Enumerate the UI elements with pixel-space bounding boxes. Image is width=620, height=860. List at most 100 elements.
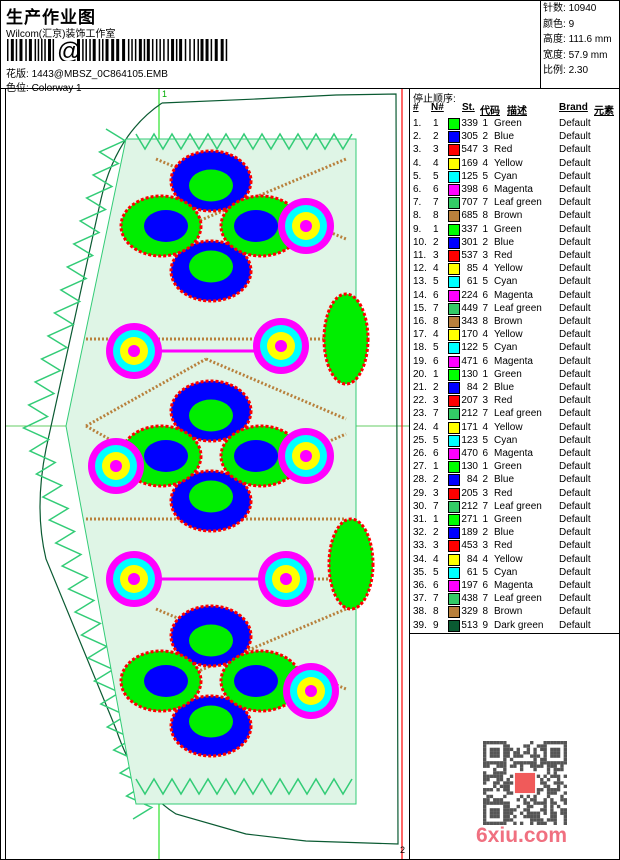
row-description: Green — [494, 368, 522, 380]
qr-module — [550, 761, 554, 765]
qr-module — [496, 814, 500, 819]
qr-module — [526, 761, 531, 765]
row-description: Yellow — [494, 329, 523, 341]
row-needle: 3 — [433, 144, 439, 156]
qr-module — [503, 818, 507, 822]
row-stitches: 130 — [461, 461, 478, 473]
qr-module — [543, 804, 547, 809]
color-swatch — [448, 118, 460, 130]
qr-module — [533, 818, 537, 822]
qr-module — [540, 764, 544, 768]
colorway-label: 色位: — [6, 83, 29, 94]
qr-module — [483, 764, 487, 768]
qr-module — [483, 777, 487, 782]
table-row: 2. 2 305 2 Blue Default — [410, 130, 619, 144]
qr-module — [540, 808, 544, 812]
row-code: 7 — [482, 593, 488, 605]
qr-module — [503, 814, 507, 819]
qr-module — [489, 774, 494, 778]
row-needle: 2 — [433, 236, 439, 248]
row-stitches: 547 — [461, 144, 478, 156]
barcode-bar — [15, 39, 18, 61]
qr-module — [523, 814, 527, 819]
row-code: 6 — [482, 448, 488, 459]
row-brand: Default — [559, 197, 591, 209]
qr-module — [563, 741, 567, 745]
qr-module — [506, 801, 510, 805]
table-row: 7. 7 707 7 Leaf green Default — [410, 196, 619, 210]
row-stitches: 122 — [461, 342, 478, 354]
row-brand: Default — [559, 329, 591, 341]
qr-module — [486, 821, 490, 825]
qr-module — [503, 754, 507, 758]
row-description: Red — [494, 540, 513, 552]
color-swatch — [448, 395, 460, 408]
qr-module — [533, 764, 537, 768]
qr-module — [483, 741, 487, 745]
row-index: 5. — [413, 170, 422, 182]
half-clover-motif — [327, 517, 375, 611]
table-row: 28. 2 84 2 Blue Default — [410, 473, 619, 487]
qr-module — [533, 767, 537, 772]
qr-module — [563, 761, 567, 765]
qr-module — [533, 761, 537, 765]
row-stitches: 212 — [461, 408, 478, 420]
qr-module — [560, 808, 564, 812]
flower-motif — [258, 551, 314, 607]
row-description: Dark green — [494, 619, 544, 631]
row-index: 33. — [413, 540, 427, 552]
barcode-bar — [82, 39, 84, 61]
row-index: 21. — [413, 382, 427, 393]
row-index: 1. — [413, 118, 422, 129]
qr-module — [546, 794, 551, 799]
row-description: Green — [494, 118, 522, 129]
qr-module — [506, 791, 510, 795]
qr-module — [526, 804, 531, 809]
qr-module — [506, 784, 510, 789]
barcode-bar — [175, 39, 178, 61]
qr-module — [509, 774, 514, 778]
qr-module — [483, 814, 487, 819]
row-code: 3 — [482, 487, 488, 499]
row-brand: Default — [559, 553, 591, 565]
row-brand: Default — [559, 118, 591, 129]
stat-scale: 比例: 2.30 — [543, 65, 589, 76]
color-swatch — [448, 540, 460, 553]
qr-module — [556, 741, 561, 745]
row-brand: Default — [559, 434, 591, 446]
row-needle: 6 — [433, 355, 439, 367]
qr-module — [503, 767, 507, 772]
row-code: 1 — [482, 461, 488, 473]
row-code: 4 — [482, 329, 488, 341]
color-swatch — [448, 408, 460, 421]
qr-module — [563, 801, 567, 805]
qr-module — [543, 798, 547, 802]
row-code: 8 — [482, 606, 488, 618]
barcode-bar — [193, 39, 196, 61]
embroidery-preview: 1 2 — [5, 89, 409, 859]
row-needle: 5 — [433, 566, 439, 578]
row-brand: Default — [559, 500, 591, 512]
row-description: Leaf green — [494, 593, 542, 605]
qr-module — [530, 804, 534, 809]
row-index: 13. — [413, 276, 427, 288]
qr-module — [483, 818, 487, 822]
table-row: 29. 3 205 3 Red Default — [410, 487, 619, 500]
row-needle: 7 — [433, 500, 439, 512]
row-index: 39. — [413, 619, 427, 631]
row-index: 30. — [413, 500, 427, 512]
qr-module — [543, 808, 547, 812]
row-description: Cyan — [494, 434, 518, 446]
qr-module — [483, 774, 487, 778]
qr-module — [493, 767, 497, 772]
qr-code — [483, 741, 567, 825]
qr-module — [536, 754, 541, 758]
row-brand: Default — [559, 131, 591, 143]
qr-module — [499, 741, 504, 745]
row-code: 1 — [482, 223, 488, 235]
row-stitches: 84 — [466, 382, 478, 393]
qr-module — [536, 774, 541, 778]
row-stitches: 438 — [461, 593, 478, 605]
qr-module — [556, 767, 561, 772]
qr-module — [556, 781, 561, 785]
